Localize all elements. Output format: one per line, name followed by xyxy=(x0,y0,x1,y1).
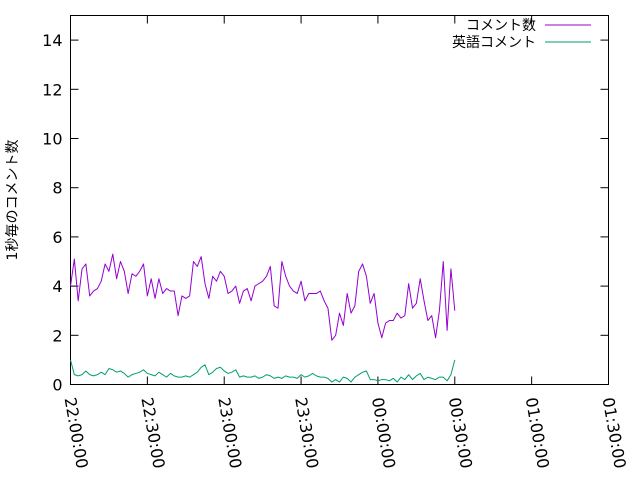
series-line-1 xyxy=(70,253,456,341)
y-axis-label: 1秒毎のコメント数 xyxy=(5,140,21,261)
y-tick-label: 14 xyxy=(42,31,62,50)
y-tick-label: 10 xyxy=(42,130,62,149)
y-tick-label: 12 xyxy=(42,80,62,99)
x-tick-label: 00:30:00 xyxy=(445,396,476,470)
series-line-2 xyxy=(70,359,456,383)
x-tick-label: 22:00:00 xyxy=(61,396,92,470)
legend-label: コメント数 xyxy=(466,18,536,34)
legend-label: 英語コメント xyxy=(452,34,536,51)
y-tick-label: 2 xyxy=(52,326,62,345)
y-tick-label: 6 xyxy=(52,228,62,247)
y-tick-label: 4 xyxy=(52,277,62,296)
x-tick-label: 22:30:00 xyxy=(137,396,168,470)
x-axis: 22:00:00 22:30:00 23:00:00 23:30:00 00:00:00… xyxy=(61,15,630,470)
y-tick-label: 0 xyxy=(52,376,62,395)
x-tick-label: 01:00:00 xyxy=(522,396,553,470)
plot-frame xyxy=(70,15,609,385)
series-layer xyxy=(70,253,456,383)
x-tick-label: 01:30:00 xyxy=(599,396,630,470)
y-axis: 0 2 4 6 8 10 12 14 xyxy=(42,31,609,395)
x-tick-label: 23:30:00 xyxy=(291,396,322,470)
x-tick-label: 23:00:00 xyxy=(214,396,245,470)
y-tick-label: 8 xyxy=(52,179,62,198)
x-tick-label: 00:00:00 xyxy=(368,396,399,470)
